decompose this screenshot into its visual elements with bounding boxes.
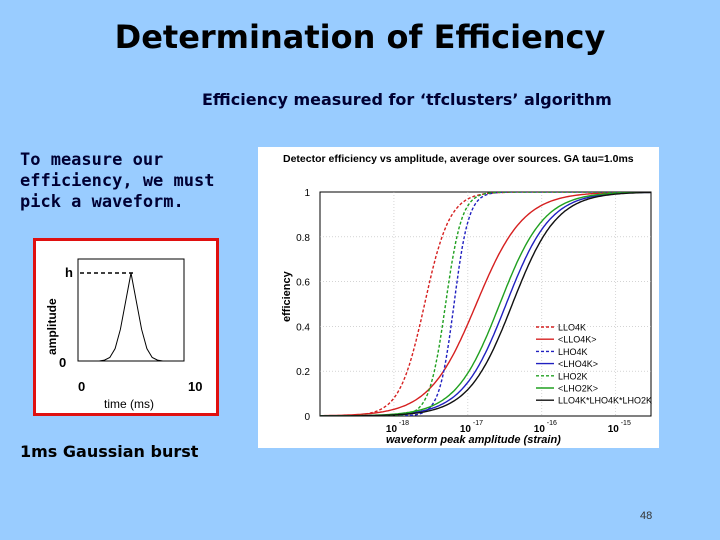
x-tick-exponent: -16 xyxy=(547,420,557,427)
waveform-panel: h 0 0 10 time (ms) amplitude xyxy=(33,238,219,416)
y-tick-label: h xyxy=(65,265,73,280)
x-axis-label: time (ms) xyxy=(104,397,154,411)
y-tick-label: 0.2 xyxy=(296,367,310,378)
x-tick-label: 10 xyxy=(608,424,620,435)
slide-subtitle: Efficiency measured for ‘tfclusters’ alg… xyxy=(202,90,612,109)
page-number: 48 xyxy=(640,510,653,522)
efficiency-chart: Detector efficiency vs amplitude, averag… xyxy=(281,153,652,446)
legend-entry: LLO4K xyxy=(558,323,586,333)
chart-title: Detector efficiency vs amplitude, averag… xyxy=(283,153,634,165)
gaussian-curve xyxy=(78,272,184,362)
x-tick-label: 0 xyxy=(78,379,85,394)
series-line xyxy=(320,192,651,416)
legend-entry: LHO2K xyxy=(558,371,588,381)
slide-title: Determination of Efficiency xyxy=(114,18,606,56)
y-tick-label: 0 xyxy=(59,355,66,370)
series-line xyxy=(320,192,651,416)
x-tick-label: 10 xyxy=(460,424,472,435)
intro-text: To measure our efficiency, we must pick … xyxy=(20,150,215,212)
y-axis-label: amplitude xyxy=(45,298,59,355)
y-tick-label: 1 xyxy=(304,188,310,199)
x-tick-exponent: -18 xyxy=(399,420,409,427)
legend-entry: LLO4K*LHO4K*LHO2K xyxy=(558,396,652,406)
waveform-chart: h 00 10 time (ms) amplitude xyxy=(45,258,202,411)
x-tick-exponent: -17 xyxy=(473,420,483,427)
legend-entry: <LLO4K> xyxy=(558,335,597,345)
y-tick-label: 0.6 xyxy=(296,278,310,289)
y-tick-label: 0 xyxy=(304,412,310,423)
y-tick-label: 0.8 xyxy=(296,233,310,244)
y-tick-label: 0.4 xyxy=(296,322,310,333)
plot-frame xyxy=(319,191,652,417)
x-tick-label: 10 xyxy=(188,379,202,394)
legend-entry: LHO4K xyxy=(558,347,588,357)
series-line xyxy=(320,192,651,416)
series-line xyxy=(320,192,651,416)
efficiency-chart-panel: Detector efficiency vs amplitude, averag… xyxy=(258,147,659,448)
x-tick-label: 10 xyxy=(386,424,398,435)
burst-label: 1ms Gaussian burst xyxy=(20,442,199,461)
plot-frame xyxy=(77,258,185,362)
legend-entry: <LHO2K> xyxy=(558,384,598,394)
y-axis-label: efficiency xyxy=(281,270,293,322)
x-tick-exponent: -15 xyxy=(621,420,631,427)
x-tick-label: 10 xyxy=(534,424,546,435)
legend-entry: <LHO4K> xyxy=(558,359,598,369)
series-line xyxy=(320,192,651,416)
x-axis-label: waveform peak amplitude (strain) xyxy=(386,434,561,446)
